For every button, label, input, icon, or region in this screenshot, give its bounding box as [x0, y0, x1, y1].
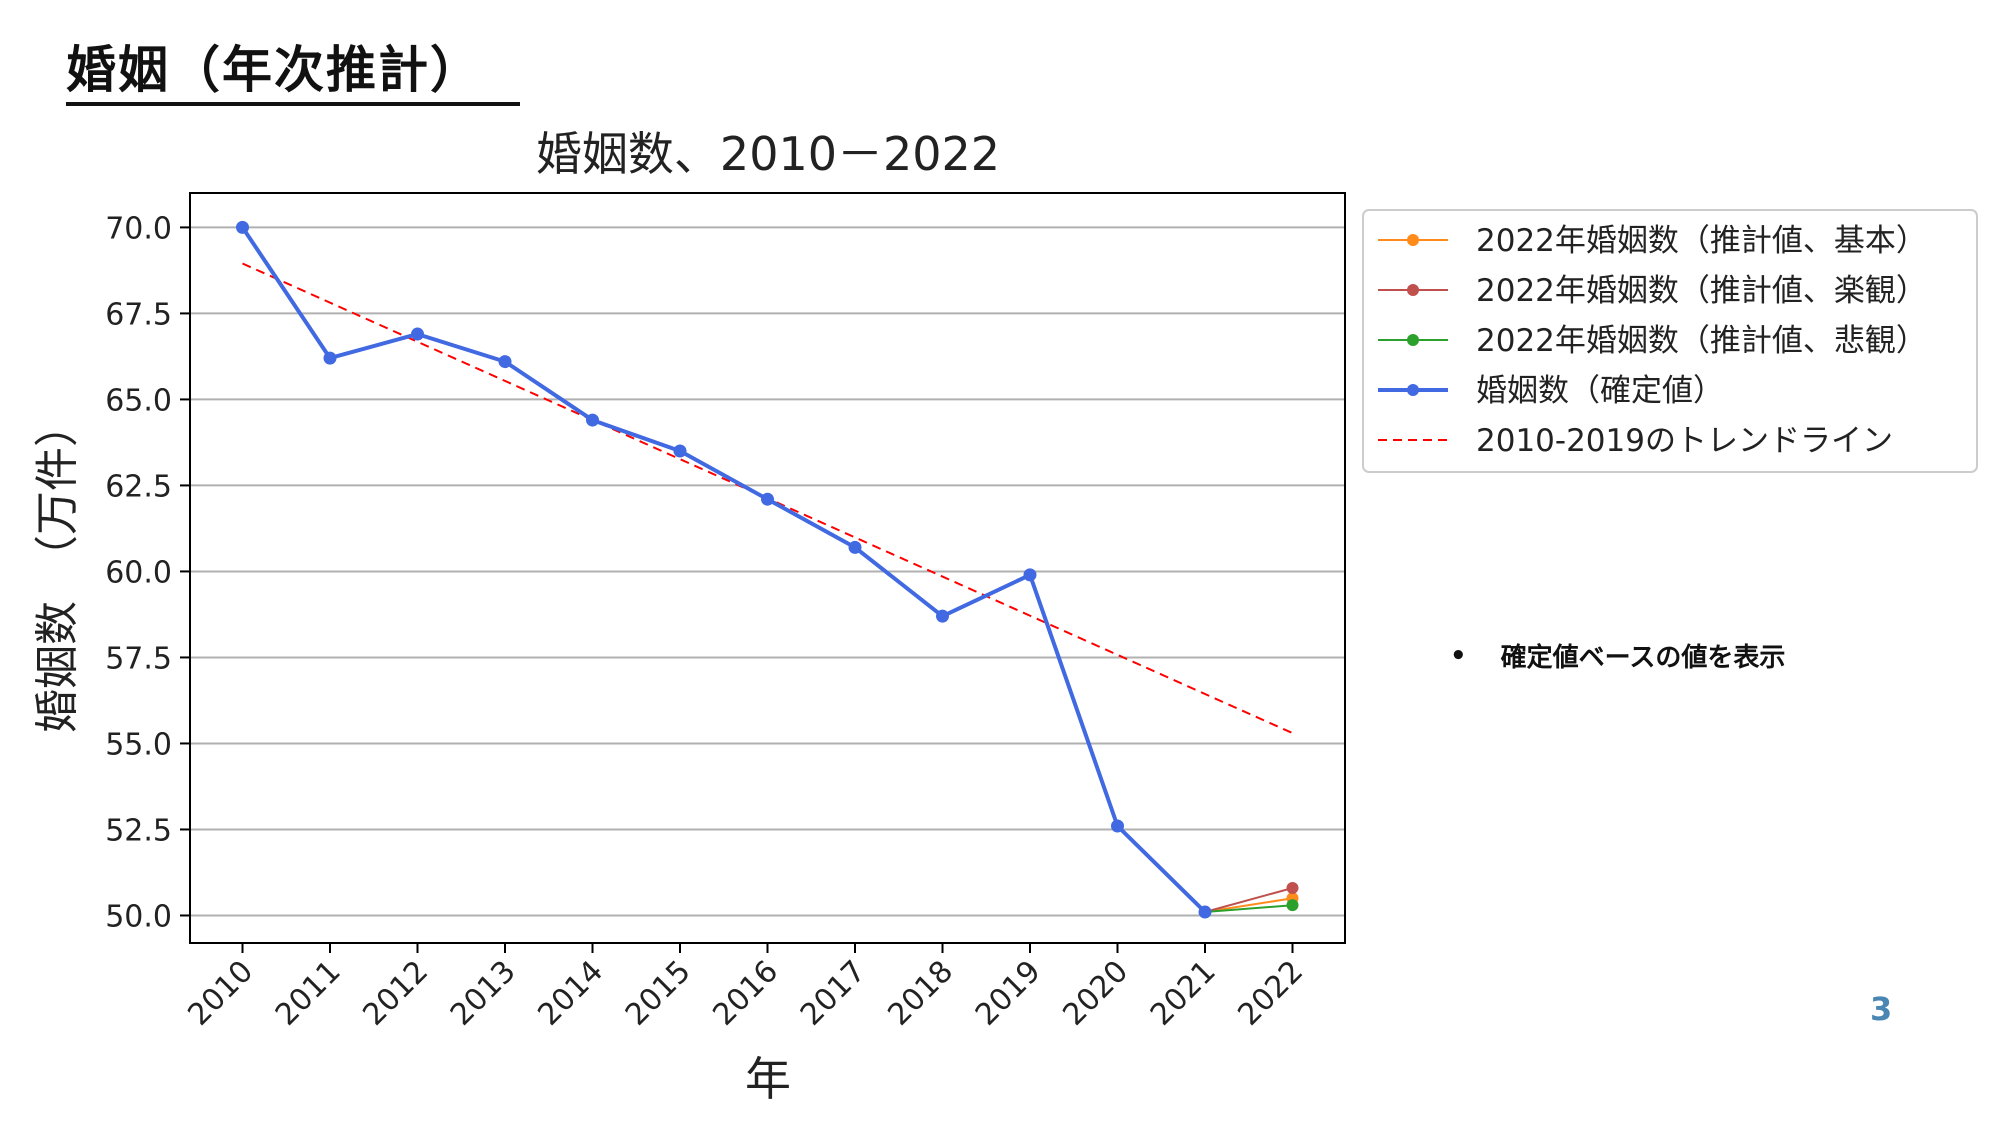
slide-title: 婚姻（年次推計）: [66, 38, 520, 106]
series-2-point-2022: [1286, 899, 1299, 912]
y-tick-label-62-5: 62.5: [105, 469, 172, 504]
x-axis: 2010 2011 2012 2013 2014 2015 2016 2017 2018 2019…: [181, 943, 1310, 1033]
bullet-note-text: 確定値ベースの値を表示: [1500, 643, 1786, 673]
x-tick-label-2016: 2016: [706, 954, 785, 1033]
y-tick-label-70-0: 70.0: [105, 211, 172, 246]
legend-label-0: 2022年婚姻数（推計値、基本）: [1476, 223, 1927, 259]
series-3-point-2010: [236, 220, 249, 234]
x-tick-label-2017: 2017: [794, 954, 873, 1033]
y-tick-label-52-5: 52.5: [105, 813, 172, 848]
legend-label-1: 2022年婚姻数（推計値、楽観）: [1476, 273, 1927, 309]
legend-marker-3: [1407, 384, 1419, 396]
series-3-point-2018: [936, 609, 949, 623]
y-axis-label: 婚姻数 （万件）: [32, 403, 83, 733]
x-tick-label-2015: 2015: [619, 954, 698, 1033]
legend-marker-0: [1407, 234, 1419, 246]
y-tick-label-50-0: 50.0: [105, 899, 172, 934]
series-3-point-2014: [586, 413, 599, 427]
bullet-note: • 確定値ベースの値を表示: [1450, 637, 1785, 674]
x-tick-label-2018: 2018: [881, 954, 960, 1033]
series-line-2: [1204, 904, 1293, 913]
x-tick-label-2019: 2019: [969, 954, 1048, 1033]
series-3-point-2016: [761, 492, 774, 506]
series-3-point-2015: [673, 444, 687, 458]
legend-items: 2022年婚姻数（推計値、基本） 2022年婚姻数（推計値、楽観） 2022年婚姻数…: [1378, 223, 1927, 459]
y-tick-label-55-0: 55.0: [105, 727, 172, 762]
page-number: 3: [1870, 990, 1893, 1028]
legend-marker-2: [1407, 334, 1419, 346]
series-3-point-2019: [1023, 568, 1037, 582]
x-tick-label-2020: 2020: [1056, 954, 1135, 1033]
legend-label-2: 2022年婚姻数（推計値、悲観）: [1476, 323, 1927, 359]
legend-box: [1362, 209, 1978, 473]
series-3-point-2013: [498, 355, 512, 369]
series-3-point-2012: [411, 327, 424, 341]
legend-marker-1: [1407, 284, 1419, 296]
series-3-point-2020: [1111, 819, 1124, 833]
plot-frame: [189, 192, 1346, 944]
x-tick-label-2014: 2014: [531, 954, 610, 1033]
series-line-1: [1204, 887, 1293, 913]
series-3-point-2021: [1198, 905, 1212, 919]
series-line-3: [240, 226, 1207, 914]
y-axis: 50.0 52.5 55.0 57.5 60.0 62.5 65.0 67.5 70.0: [105, 211, 190, 934]
series-layer: [236, 220, 1299, 919]
y-tick-label-67-5: 67.5: [105, 297, 172, 332]
x-tick-label-2010: 2010: [181, 954, 260, 1033]
chart-title: 婚姻数、2010－2022: [536, 127, 1000, 181]
series-1-point-2022: [1286, 881, 1299, 894]
x-tick-label-2011: 2011: [269, 954, 348, 1033]
series-3-point-2011: [323, 351, 337, 365]
series-line-0: [1204, 897, 1293, 913]
x-tick-label-2013: 2013: [444, 954, 523, 1033]
y-tick-label-65-0: 65.0: [105, 383, 172, 418]
gridlines: [190, 226, 1345, 917]
series-3-point-2017: [848, 540, 862, 554]
legend: 2022年婚姻数（推計値、基本） 2022年婚姻数（推計値、楽観） 2022年婚姻数…: [1362, 209, 1978, 473]
x-tick-label-2021: 2021: [1144, 954, 1223, 1033]
bullet-dot: •: [1450, 640, 1467, 671]
x-tick-label-2012: 2012: [356, 954, 435, 1033]
x-axis-label: 年: [745, 1052, 791, 1106]
x-tick-label-2022: 2022: [1231, 954, 1310, 1033]
y-tick-label-60-0: 60.0: [105, 555, 172, 590]
legend-label-4: 2010-2019のトレンドライン: [1476, 423, 1893, 459]
legend-label-3: 婚姻数（確定値）: [1476, 373, 1724, 409]
y-tick-label-57-5: 57.5: [105, 641, 172, 676]
